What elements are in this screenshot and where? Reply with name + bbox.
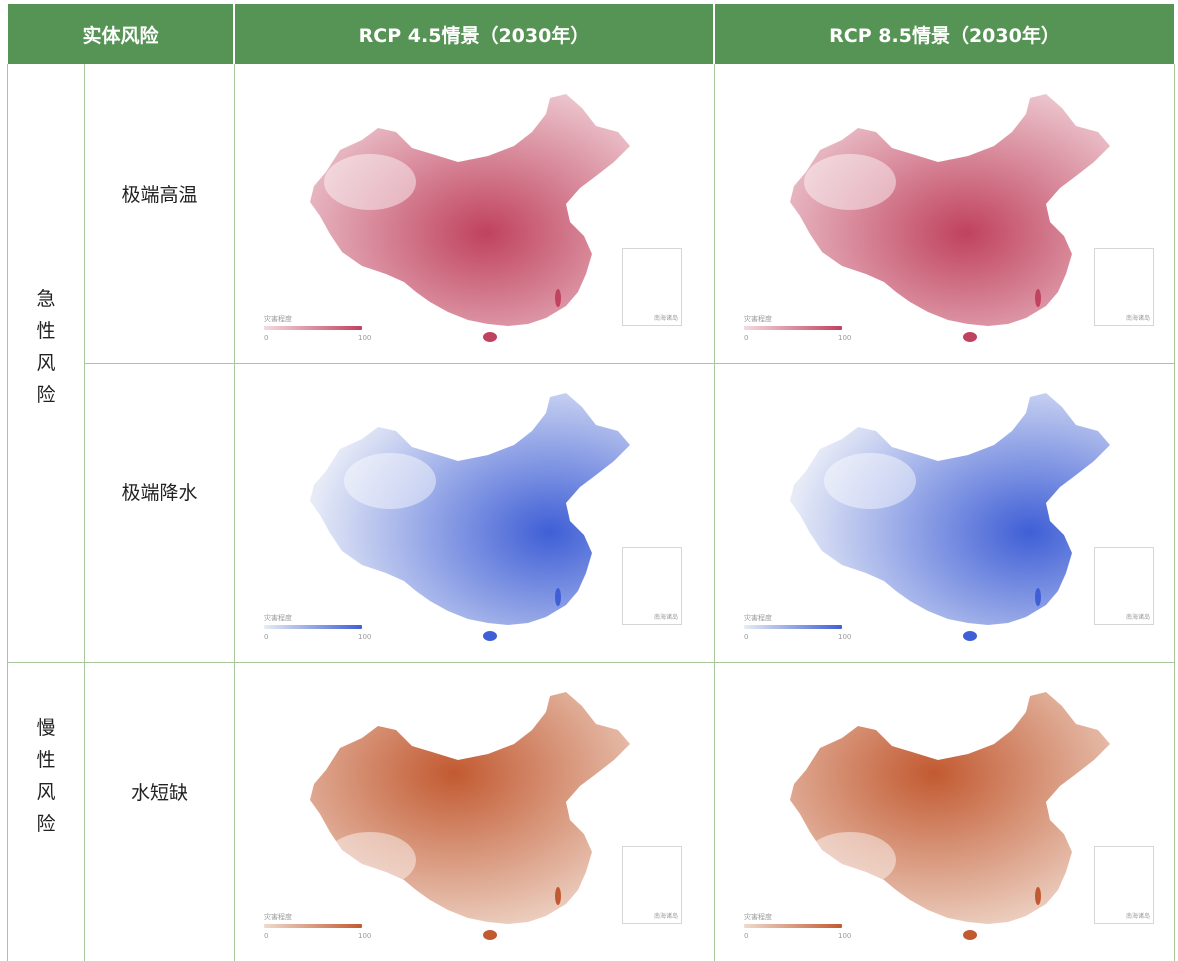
inset-label: 南海诸岛	[1125, 315, 1150, 322]
legend-max: 100	[358, 633, 372, 641]
south-china-sea-inset: 南海诸岛	[1094, 547, 1154, 625]
grid-line	[714, 64, 715, 961]
legend-max: 100	[838, 932, 852, 940]
legend-max: 100	[358, 334, 372, 342]
china-map	[310, 94, 630, 342]
taiwan-island-shape	[555, 588, 561, 606]
legend-max: 100	[838, 334, 852, 342]
category-char: 险	[36, 813, 56, 835]
map-texture-patch	[344, 453, 436, 509]
china-map	[790, 393, 1110, 641]
category-char: 风	[36, 352, 56, 374]
china-mainland-shape	[790, 94, 1110, 326]
map-texture-patch	[324, 154, 416, 210]
category-char: 性	[36, 320, 56, 342]
map-cell-heat-rcp85: 灾害程度 0 100 南海诸岛	[716, 66, 1178, 362]
header-physical-risk: 实体风险	[8, 4, 233, 64]
south-china-sea-inset: 南海诸岛	[1094, 248, 1154, 326]
legend-color-bar	[264, 924, 362, 928]
legend-title: 灾害程度	[744, 614, 772, 622]
header-rcp45: RCP 4.5情景（2030年）	[235, 4, 713, 64]
category-char: 险	[36, 384, 56, 406]
inset-label: 南海诸岛	[653, 614, 678, 621]
legend-title: 灾害程度	[744, 913, 772, 921]
legend-min: 0	[264, 633, 269, 641]
legend-max: 100	[838, 633, 852, 641]
inset-label: 南海诸岛	[653, 315, 678, 322]
category-char: 急	[36, 288, 56, 310]
china-map	[790, 692, 1110, 940]
category-acute-risk: 急 性 风 险	[8, 283, 84, 411]
legend-color-bar	[744, 924, 842, 928]
legend-title: 灾害程度	[744, 315, 772, 323]
header-rcp85-label: RCP 8.5情景（2030年）	[829, 24, 1060, 47]
map-texture-patch	[824, 453, 916, 509]
grid-line	[1174, 64, 1175, 961]
map-texture-patch	[324, 832, 416, 888]
category-chronic-risk: 慢 性 风 险	[8, 712, 84, 840]
header-physical-risk-label: 实体风险	[82, 24, 159, 47]
category-char: 性	[36, 749, 56, 771]
china-mainland-shape	[310, 94, 630, 326]
hainan-island-shape	[963, 930, 977, 940]
map-cell-rain-rcp85: 灾害程度 0 100 南海诸岛	[716, 365, 1178, 661]
china-mainland-shape	[310, 692, 630, 924]
map-texture-patch	[804, 832, 896, 888]
hainan-island-shape	[963, 631, 977, 641]
map-cell-rain-rcp45: 灾害程度 0 100 南海诸岛	[236, 365, 712, 661]
hainan-island-shape	[963, 332, 977, 342]
hainan-island-shape	[483, 930, 497, 940]
taiwan-island-shape	[1035, 588, 1041, 606]
map-cell-water-rcp45: 灾害程度 0 100 南海诸岛	[236, 664, 712, 960]
grid-line	[7, 64, 8, 961]
grid-line	[234, 64, 235, 961]
header-rcp85: RCP 8.5情景（2030年）	[715, 4, 1174, 64]
category-char: 风	[36, 781, 56, 803]
legend-min: 0	[264, 932, 269, 940]
legend-title: 灾害程度	[264, 614, 292, 622]
hainan-island-shape	[483, 332, 497, 342]
china-map	[310, 692, 630, 940]
south-china-sea-inset: 南海诸岛	[1094, 846, 1154, 924]
taiwan-island-shape	[555, 289, 561, 307]
risk-extreme-rain: 极端降水	[121, 482, 198, 504]
inset-label: 南海诸岛	[1125, 614, 1150, 621]
hainan-island-shape	[483, 631, 497, 641]
taiwan-island-shape	[1035, 289, 1041, 307]
grid-line	[7, 662, 1175, 663]
china-mainland-shape	[310, 393, 630, 625]
risk-water-shortage: 水短缺	[130, 782, 188, 804]
china-mainland-shape	[790, 393, 1110, 625]
inset-label: 南海诸岛	[1125, 913, 1150, 920]
china-map	[790, 94, 1110, 342]
legend-max: 100	[358, 932, 372, 940]
inset-label: 南海诸岛	[653, 913, 678, 920]
legend-color-bar	[264, 326, 362, 330]
china-map	[310, 393, 630, 641]
china-mainland-shape	[790, 692, 1110, 924]
map-cell-water-rcp85: 灾害程度 0 100 南海诸岛	[716, 664, 1178, 960]
south-china-sea-inset: 南海诸岛	[622, 248, 682, 326]
category-char: 慢	[36, 717, 56, 739]
map-cell-heat-rcp45: 灾害程度 0 100 南海诸岛	[236, 66, 712, 362]
south-china-sea-inset: 南海诸岛	[622, 547, 682, 625]
taiwan-island-shape	[555, 887, 561, 905]
legend-color-bar	[744, 326, 842, 330]
legend-title: 灾害程度	[264, 913, 292, 921]
header-rcp45-label: RCP 4.5情景（2030年）	[358, 24, 590, 47]
taiwan-island-shape	[1035, 887, 1041, 905]
map-texture-patch	[804, 154, 896, 210]
legend-min: 0	[744, 633, 749, 641]
legend-title: 灾害程度	[264, 315, 292, 323]
risk-extreme-heat: 极端高温	[121, 184, 198, 206]
grid-line	[84, 363, 1175, 364]
legend-min: 0	[264, 334, 269, 342]
legend-color-bar	[264, 625, 362, 629]
grid-line	[84, 64, 85, 961]
legend-min: 0	[744, 334, 749, 342]
south-china-sea-inset: 南海诸岛	[622, 846, 682, 924]
legend-color-bar	[744, 625, 842, 629]
legend-min: 0	[744, 932, 749, 940]
